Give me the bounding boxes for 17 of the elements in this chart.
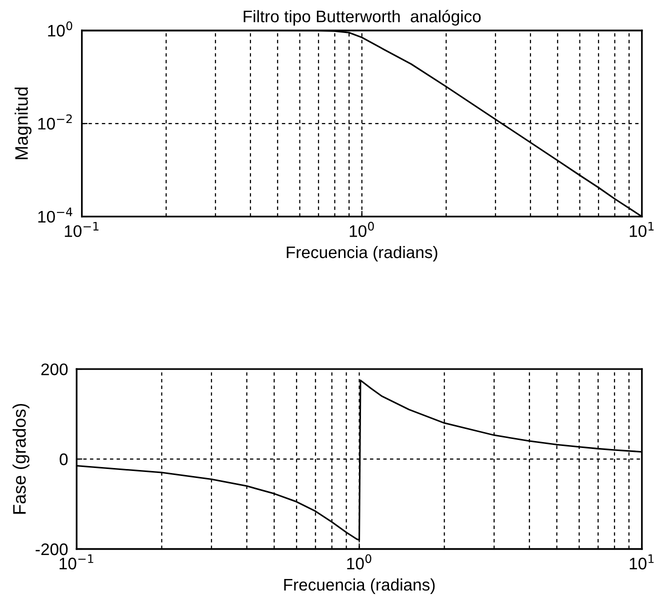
y-tick-label: 10$^{0}$ bbox=[48, 21, 72, 37]
y-tick-label: 0 bbox=[60, 453, 68, 466]
x-tick-label: 10$^{1}$ bbox=[630, 222, 654, 238]
y-tick-label: 200 bbox=[41, 363, 68, 376]
x-tick-label: 10$^{1}$ bbox=[630, 554, 654, 570]
x-tick-label: 10$^{−1}$ bbox=[64, 222, 98, 238]
y-axis-title: Fase (grados) bbox=[12, 404, 30, 514]
y-tick-label: 10$^{−4}$ bbox=[38, 208, 72, 223]
chart-title: Filtro tipo Butterworth analógico bbox=[244, 10, 481, 26]
x-axis-title: Frecuencia (radians) bbox=[286, 246, 438, 262]
x-tick-label: 10$^{−1}$ bbox=[60, 554, 94, 570]
y-tick-label: 10$^{−2}$ bbox=[38, 114, 72, 130]
x-tick-label: 10$^{0}$ bbox=[347, 554, 372, 570]
x-axis-title: Frecuencia (radians) bbox=[284, 578, 435, 594]
y-tick-label: -200 bbox=[36, 543, 68, 556]
y-axis-title: Magnitud bbox=[14, 88, 32, 160]
x-tick-label: 10$^{0}$ bbox=[350, 222, 374, 237]
